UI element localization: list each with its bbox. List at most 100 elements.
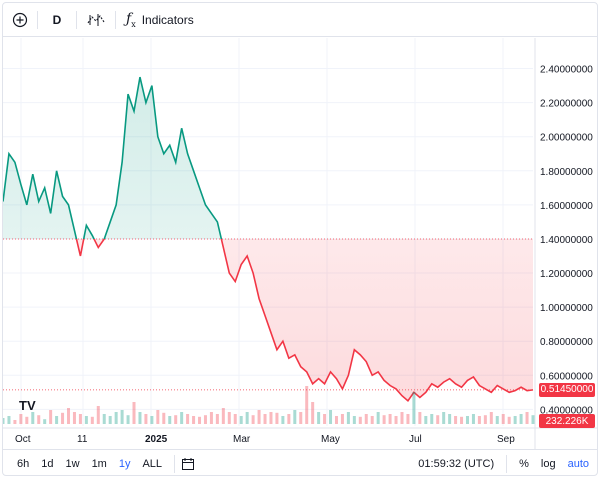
volume-bar xyxy=(376,412,380,424)
volume-bar xyxy=(465,416,469,424)
volume-bar xyxy=(49,410,53,424)
price-axis-tick: 1.20000000 xyxy=(540,269,593,280)
volume-bar xyxy=(525,412,529,424)
volume-bar xyxy=(370,416,374,424)
volume-bar xyxy=(19,414,23,424)
price-axis-tick: 1.00000000 xyxy=(540,303,593,314)
volume-bar xyxy=(275,412,279,424)
separator xyxy=(37,10,38,29)
range-1y[interactable]: 1y xyxy=(118,457,131,470)
volume-bar xyxy=(519,414,523,424)
volume-bar xyxy=(412,392,416,424)
volume-bar xyxy=(460,416,464,424)
volume-bar xyxy=(138,412,142,424)
area-fill-down xyxy=(76,238,533,401)
price-axis-tick: 1.60000000 xyxy=(540,201,593,212)
log-toggle[interactable]: log xyxy=(540,458,556,470)
price-axis-tick: 2.40000000 xyxy=(540,65,593,76)
range-1w[interactable]: 1w xyxy=(65,457,80,470)
price-axis-tick: 0.40000000 xyxy=(540,405,593,416)
range-1d[interactable]: 1d xyxy=(41,457,54,470)
volume-bar xyxy=(317,412,321,424)
time-axis-label: 11 xyxy=(77,434,88,445)
volume-bar xyxy=(126,415,130,424)
bottom-toolbar: 6h 1d 1w 1m 1y ALL 01:59:32 (UTC) % log auto xyxy=(3,449,597,475)
separator xyxy=(76,10,77,29)
indicators-button[interactable]: ƒx Indicators xyxy=(116,3,204,37)
chart-pane[interactable]: 2.40000000 2.20000000 2.00000000 1.80000000… xyxy=(3,38,598,450)
tradingview-logo: TV xyxy=(19,398,36,413)
volume-bar xyxy=(287,414,291,424)
volume-bar xyxy=(55,416,59,424)
volume-bar xyxy=(352,416,356,424)
volume-bar xyxy=(72,412,76,424)
time-axis-label: Mar xyxy=(233,434,251,445)
percent-toggle[interactable]: % xyxy=(519,458,529,470)
volume-label: 232.226K xyxy=(539,414,595,428)
volume-bar xyxy=(382,415,386,424)
plus-circle-icon[interactable] xyxy=(3,3,37,37)
volume-bar xyxy=(144,414,148,424)
volume-bar xyxy=(346,412,350,424)
volume-bar xyxy=(96,406,100,424)
volume-bar xyxy=(174,415,178,424)
price-axis-tick: 2.20000000 xyxy=(540,99,593,110)
volume-bar xyxy=(31,412,35,424)
volume-bar xyxy=(221,408,225,424)
volume-bar xyxy=(263,414,267,424)
volume-bar xyxy=(25,416,29,424)
volume-bar xyxy=(168,416,172,424)
volume-bar xyxy=(233,414,237,424)
calendar-icon[interactable] xyxy=(181,457,195,471)
volume-bar xyxy=(489,412,493,424)
volume-bar xyxy=(102,414,106,424)
volume-bar xyxy=(501,414,505,424)
volume-bar xyxy=(299,412,303,424)
range-all[interactable]: ALL xyxy=(142,457,163,470)
volume-bar xyxy=(323,414,327,424)
volume-bar xyxy=(180,412,184,424)
volume-bar xyxy=(132,402,136,424)
volume-bar xyxy=(239,416,243,424)
volume-bar xyxy=(442,412,446,424)
volume-bar xyxy=(400,412,404,424)
volume-bar xyxy=(394,416,398,424)
volume-bar xyxy=(61,412,65,424)
volume-bar xyxy=(120,410,124,424)
volume-bar xyxy=(418,412,422,424)
volume-bar xyxy=(388,414,392,424)
price-line-down xyxy=(75,238,534,403)
auto-toggle[interactable]: auto xyxy=(567,458,589,470)
price-line-up xyxy=(3,76,223,239)
volume-bar xyxy=(84,416,88,424)
volume-bar xyxy=(471,414,475,424)
separator xyxy=(506,455,508,473)
candles-icon[interactable] xyxy=(77,3,115,37)
top-toolbar: D ƒx Indicators xyxy=(3,3,597,37)
volume-bar xyxy=(215,414,219,424)
price-axis-tick: 1.80000000 xyxy=(540,167,593,178)
time-axis-label: 2025 xyxy=(145,434,168,445)
volume-bar xyxy=(162,412,166,424)
range-buttons: 6h 1d 1w 1m 1y ALL xyxy=(3,458,168,470)
range-6h[interactable]: 6h xyxy=(17,457,30,470)
volume-bar xyxy=(305,386,309,424)
volume-bar xyxy=(340,414,344,424)
volume-bar xyxy=(37,415,41,424)
range-1m[interactable]: 1m xyxy=(91,457,107,470)
volume-bar xyxy=(358,416,362,424)
volume-bar xyxy=(150,416,154,424)
interval-button[interactable]: D xyxy=(52,12,62,27)
volume-bar xyxy=(7,416,11,424)
volume-bar xyxy=(269,412,273,424)
volume-bar xyxy=(3,418,5,424)
utc-time[interactable]: 01:59:32 (UTC) xyxy=(418,458,495,470)
volume-bar xyxy=(454,416,458,424)
volume-bar xyxy=(507,416,511,424)
price-chart[interactable]: 2.40000000 2.20000000 2.00000000 1.80000000… xyxy=(3,38,598,450)
volume-bar xyxy=(477,416,481,424)
volume-bar xyxy=(67,408,71,424)
volume-bar xyxy=(483,415,487,424)
separator xyxy=(174,454,176,473)
